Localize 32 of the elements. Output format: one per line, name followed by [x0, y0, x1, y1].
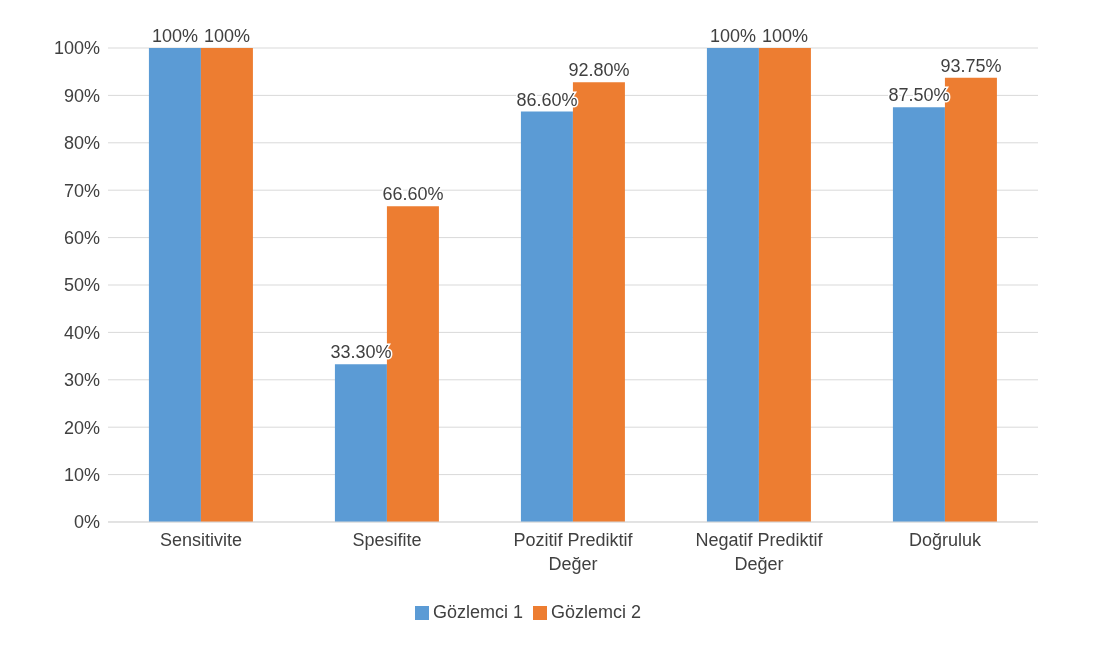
- data-label: 66.60%: [382, 184, 444, 205]
- data-label: 93.75%: [940, 55, 1002, 76]
- y-tick-label: 0%: [73, 512, 100, 533]
- y-tick-label: 80%: [63, 133, 100, 154]
- data-label: 100%: [761, 26, 808, 46]
- x-tick-label: Negatif Prediktif Değer: [695, 530, 824, 574]
- data-label: 100%: [203, 26, 250, 46]
- data-label: 100%: [709, 26, 756, 46]
- y-tick-label: 10%: [63, 464, 100, 485]
- bar: [334, 364, 387, 522]
- legend-label: Gözlemci 2: [551, 602, 642, 622]
- y-tick-label: 50%: [63, 275, 100, 296]
- x-tick-label: Pozitif Prediktif Değer: [513, 530, 634, 574]
- y-tick-label: 30%: [63, 370, 100, 391]
- bar: [520, 111, 573, 522]
- legend-label: Gözlemci 1: [432, 602, 523, 622]
- bar: [200, 48, 253, 522]
- x-tick-label: Sensitivite: [159, 530, 243, 550]
- bar: [148, 48, 201, 522]
- x-tick-label: Spesifite: [352, 530, 422, 550]
- y-tick-label: 60%: [63, 227, 100, 248]
- bar: [892, 107, 945, 522]
- x-tick-label: Doğruluk: [908, 530, 983, 550]
- y-tick-label: 100%: [53, 38, 100, 59]
- y-tick-label: 20%: [63, 417, 100, 438]
- data-label: 100%: [151, 26, 198, 46]
- bar: [758, 48, 811, 522]
- y-tick-label: 70%: [63, 180, 100, 201]
- y-tick-label: 90%: [63, 85, 100, 106]
- y-tick-label: 40%: [63, 322, 100, 343]
- bar: [706, 48, 759, 522]
- data-label: 92.80%: [568, 60, 630, 81]
